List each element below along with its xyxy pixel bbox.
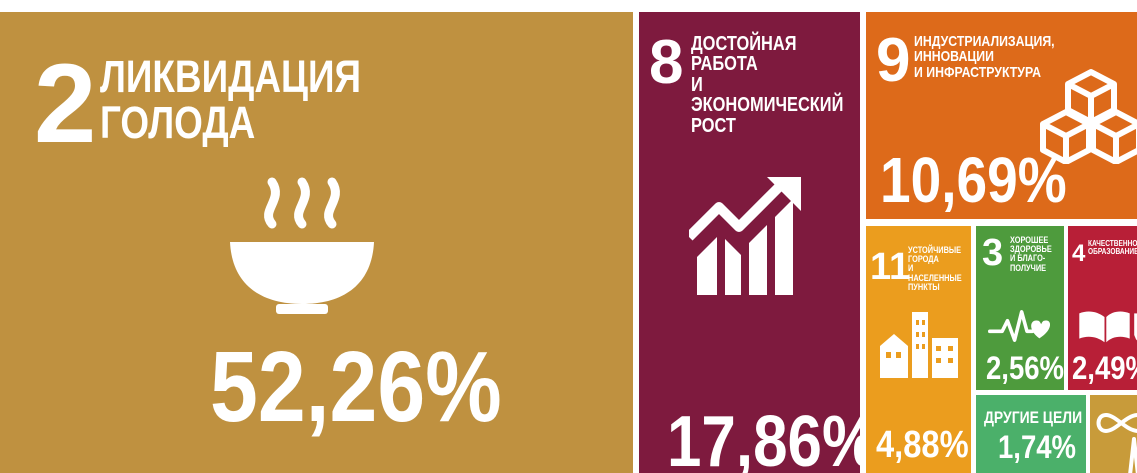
tile-goal-4: 4 КАЧЕСТВЕННОЕ ОБРАЗОВАНИЕ 2,49% xyxy=(1068,226,1137,390)
value-label: 2,49% xyxy=(1072,350,1137,386)
value-label: 52,26% xyxy=(210,331,502,443)
value-label: 4,88% xyxy=(876,424,969,466)
goal-number: 9 xyxy=(876,26,911,95)
goal-title: ДРУГИЕ ЦЕЛИ xyxy=(984,408,1083,427)
goal-number: 3 xyxy=(982,232,1004,274)
goal-title: ХОРОШЕЕ ЗДОРОВЬЕ И БЛАГО- ПОЛУЧИЕ xyxy=(1010,235,1052,273)
heartbeat-icon xyxy=(988,310,1050,342)
goal-number: 4 xyxy=(1072,240,1086,267)
value-label: 17,86% xyxy=(667,402,860,473)
cubes-icon xyxy=(1040,69,1137,164)
value-label: 10,69% xyxy=(880,144,1067,216)
soup-bowl-icon xyxy=(230,177,374,314)
tile-goal-8: 8 ДОСТОЙНАЯ РАБОТА И ЭКОНОМИЧЕСКИЙ РОСТ … xyxy=(639,12,860,473)
value-label: 1,74% xyxy=(998,429,1077,465)
growth-chart-icon xyxy=(689,177,801,295)
goal-title: УСТОЙЧИВЫЕ ГОРОДА И НАСЕЛЕННЫЕ ПУНКТЫ xyxy=(908,245,962,292)
goal-title: КАЧЕСТВЕННОЕ ОБРАЗОВАНИЕ xyxy=(1088,239,1137,257)
tile-partial xyxy=(1090,395,1137,473)
value-label: 2,56% xyxy=(986,350,1064,386)
goal-number: 2 xyxy=(34,41,97,166)
tile-goal-3: 3 ХОРОШЕЕ ЗДОРОВЬЕ И БЛАГО- ПОЛУЧИЕ 2,56… xyxy=(976,226,1064,390)
tile-other-goals: ДРУГИЕ ЦЕЛИ 1,74% xyxy=(976,395,1086,473)
city-icon xyxy=(880,312,958,378)
infinity-icon xyxy=(1096,412,1137,473)
goal-title: ЛИКВИДАЦИЯ ГОЛОДА xyxy=(100,51,362,148)
goal-title: ДОСТОЙНАЯ РАБОТА И ЭКОНОМИЧЕСКИЙ РОСТ xyxy=(691,33,844,137)
goal-title: ИНДУСТРИАЛИЗАЦИЯ, ИННОВАЦИИ И ИНФРАСТРУК… xyxy=(914,33,1055,81)
tile-goal-2: 2 ЛИКВИДАЦИЯ ГОЛОДА 52,26% xyxy=(0,12,633,473)
goal-number: 8 xyxy=(649,28,684,97)
tile-goal-11: 11 УСТОЙЧИВЫЕ ГОРОДА И НАСЕЛЕННЫЕ ПУНКТЫ… xyxy=(866,226,971,473)
tile-goal-9: 9 ИНДУСТРИАЛИЗАЦИЯ, ИННОВАЦИИ И ИНФРАСТР… xyxy=(866,12,1137,219)
goal-number: 11 xyxy=(870,246,911,288)
book-pencil-icon xyxy=(1079,311,1137,343)
